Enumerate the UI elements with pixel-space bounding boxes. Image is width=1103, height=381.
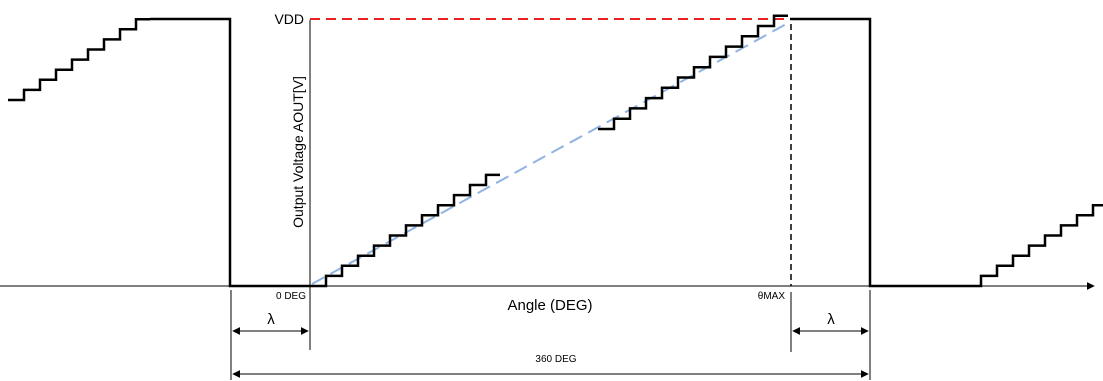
staircase-left-rising xyxy=(8,17,150,102)
lambda-left-label: λ xyxy=(267,311,275,328)
theta-max-label: θMAX xyxy=(758,291,786,302)
staircase-lower-segment xyxy=(310,173,500,288)
high-plateau-right xyxy=(790,17,965,288)
staircase-right-rising xyxy=(965,203,1103,288)
staircase-upper-segment xyxy=(598,14,788,131)
full-turn-label: 360 DEG xyxy=(535,354,576,365)
y-axis-label: Output Voltage AOUT[V] xyxy=(290,76,306,228)
x-axis-label: Angle (DEG) xyxy=(507,297,592,314)
lambda-right-label: λ xyxy=(827,311,835,328)
zero-deg-label: 0 DEG xyxy=(276,291,306,302)
high-plateau-left xyxy=(150,17,310,288)
vdd-label: VDD xyxy=(274,11,304,27)
